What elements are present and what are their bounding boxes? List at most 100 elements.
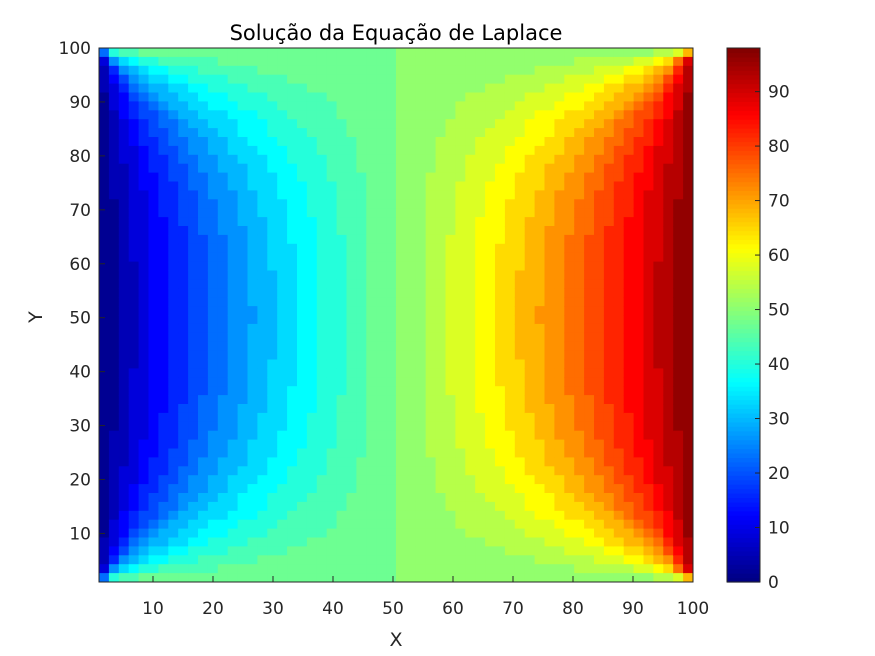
heatmap-cell (405, 315, 417, 325)
heatmap-cell (633, 323, 645, 334)
heatmap-cell (237, 172, 249, 183)
y-tick-label: 70 (69, 201, 91, 221)
colorbar-segment (727, 332, 760, 338)
heatmap-cell (366, 226, 377, 236)
heatmap-cell (673, 412, 684, 423)
colorbar-segment (727, 96, 760, 102)
heatmap-cell (613, 163, 625, 174)
heatmap-cell (653, 412, 664, 423)
heatmap-cell (425, 172, 437, 183)
colorbar-segment (727, 101, 760, 107)
heatmap-cell (564, 377, 575, 387)
heatmap-cell (326, 92, 338, 102)
heatmap-cell (336, 332, 348, 343)
heatmap-cell (118, 163, 130, 174)
heatmap-cell (277, 493, 288, 503)
heatmap-cell (524, 404, 536, 414)
heatmap-cell (594, 208, 605, 218)
heatmap-cell (386, 564, 397, 574)
heatmap-cell (534, 306, 546, 316)
heatmap-cell (544, 412, 555, 423)
heatmap-cell (584, 555, 595, 565)
heatmap-cell (396, 154, 407, 165)
heatmap-cell (188, 163, 199, 174)
heatmap-cell (386, 154, 397, 165)
heatmap-cell (633, 226, 645, 236)
heatmap-cell (257, 323, 268, 334)
heatmap-cell (366, 484, 377, 494)
heatmap-cell (287, 412, 298, 423)
heatmap-cell (108, 306, 120, 316)
heatmap-cell (643, 421, 654, 432)
heatmap-cell (495, 386, 506, 396)
heatmap-cell (574, 128, 585, 138)
heatmap-cell (455, 137, 466, 147)
heatmap-cell (158, 234, 169, 245)
heatmap-cell (217, 546, 229, 556)
heatmap-cell (445, 217, 456, 227)
heatmap-cell (207, 297, 219, 307)
colorbar-segment (727, 56, 760, 62)
heatmap-cell (267, 421, 278, 432)
heatmap-cell (336, 395, 348, 405)
heatmap-cell (198, 56, 209, 67)
heatmap-cell (534, 475, 546, 485)
heatmap-cell (623, 83, 635, 94)
heatmap-cell (188, 484, 199, 494)
heatmap-cell (247, 501, 258, 512)
heatmap-cell (217, 208, 229, 218)
heatmap-cell (138, 279, 150, 289)
heatmap-cell (425, 546, 437, 556)
heatmap-cell (643, 48, 654, 58)
colorbar-segment (727, 550, 760, 556)
heatmap-cell (405, 279, 417, 289)
heatmap-cell (128, 519, 140, 530)
heatmap-cell (287, 439, 298, 450)
heatmap-cell (405, 261, 417, 272)
heatmap-cell (633, 83, 645, 94)
heatmap-cell (485, 137, 496, 147)
heatmap-cell (227, 101, 239, 111)
heatmap-cell (108, 564, 120, 574)
heatmap-cell (138, 475, 150, 485)
heatmap-cell (643, 457, 654, 467)
heatmap-cell (99, 252, 110, 263)
heatmap-cell (178, 261, 189, 272)
colorbar-segment (727, 65, 760, 71)
heatmap-cell (257, 279, 268, 289)
heatmap-cell (306, 501, 318, 512)
heatmap-cell (148, 110, 159, 120)
heatmap-cell (504, 119, 516, 129)
heatmap-cell (455, 421, 466, 432)
heatmap-cell (138, 315, 150, 325)
heatmap-cell (455, 101, 466, 111)
heatmap-cell (683, 145, 693, 156)
heatmap-cell (514, 501, 526, 512)
heatmap-cell (118, 315, 130, 325)
heatmap-cell (267, 56, 278, 67)
heatmap-cell (653, 466, 664, 476)
heatmap-cell (564, 172, 575, 183)
heatmap-cell (188, 510, 199, 521)
heatmap-cell (584, 439, 595, 450)
heatmap-cell (316, 154, 328, 165)
heatmap-cell (297, 475, 308, 485)
heatmap-cell (108, 350, 120, 361)
heatmap-cell (257, 65, 268, 76)
heatmap-cell (465, 475, 476, 485)
heatmap-cell (178, 83, 189, 94)
heatmap-cell (475, 288, 486, 298)
heatmap-cell (316, 128, 328, 138)
heatmap-cell (277, 546, 288, 556)
heatmap-cell (346, 368, 357, 378)
heatmap-cell (158, 501, 169, 512)
heatmap-cell (336, 252, 348, 263)
heatmap-cell (148, 493, 159, 503)
heatmap-cell (207, 154, 219, 165)
heatmap-cell (613, 528, 625, 539)
heatmap-cell (396, 475, 407, 485)
heatmap-cell (663, 252, 674, 263)
heatmap-cell (356, 457, 367, 467)
heatmap-cell (514, 119, 526, 129)
heatmap-cell (396, 110, 407, 120)
